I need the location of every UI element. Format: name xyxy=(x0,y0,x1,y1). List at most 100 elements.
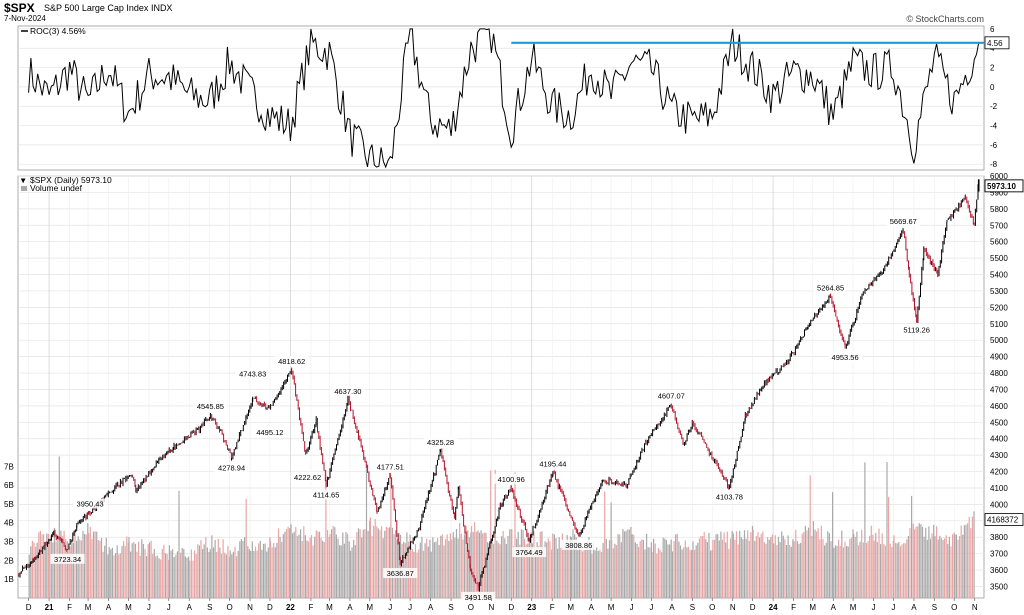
volume-bar xyxy=(205,537,207,598)
volume-bar xyxy=(539,531,541,598)
volume-bar xyxy=(812,521,814,598)
volume-bar xyxy=(181,548,183,598)
roc-y-tick-label: -8 xyxy=(990,160,998,169)
volume-bar xyxy=(91,539,93,598)
price-annotation: 4637.30 xyxy=(334,387,361,396)
volume-bar xyxy=(497,542,499,598)
x-tick-label: N xyxy=(730,603,736,612)
volume-bar xyxy=(377,528,379,598)
volume-bar xyxy=(767,537,769,598)
price-annotation: 3491.58 xyxy=(465,593,492,602)
security-name-text: S&P 500 Large Cap Index xyxy=(44,3,149,13)
volume-bar xyxy=(267,547,269,598)
volume-bar xyxy=(502,530,504,598)
x-tick-label: S xyxy=(448,603,453,612)
volume-bar xyxy=(379,530,381,598)
x-tick-label: D xyxy=(267,603,273,612)
price-annotation: 3723.34 xyxy=(54,555,81,564)
price-legend-marker: ▾ xyxy=(20,175,26,185)
volume-bar xyxy=(273,542,275,598)
volume-bar xyxy=(203,544,205,598)
x-tick-label: N xyxy=(247,603,253,612)
volume-bar xyxy=(318,531,321,598)
volume-bar xyxy=(486,542,489,598)
volume-bar xyxy=(36,542,38,598)
volume-bar xyxy=(847,546,849,598)
volume-bar xyxy=(878,528,880,598)
annotation-bg xyxy=(193,400,228,411)
volume-bar xyxy=(614,543,616,598)
volume-bar xyxy=(774,535,776,598)
volume-bar xyxy=(971,516,973,598)
volume-bar xyxy=(795,529,797,598)
volume-bar xyxy=(779,542,781,598)
volume-bar xyxy=(597,551,599,598)
volume-bar xyxy=(49,542,51,598)
volume-bar xyxy=(94,531,96,598)
volume-bar xyxy=(422,550,425,598)
volume-bar xyxy=(803,532,805,598)
volume-bar xyxy=(475,531,477,598)
volume-bar xyxy=(561,533,563,598)
volume-bar xyxy=(369,517,371,598)
volume-y-tick-label: 2B xyxy=(4,556,14,565)
volume-bar xyxy=(308,541,310,598)
x-tick-label: O xyxy=(226,603,232,612)
volume-bar xyxy=(857,545,860,598)
volume-bar xyxy=(566,535,568,598)
volume-bar xyxy=(781,531,783,598)
price-annotation: 3764.49 xyxy=(516,548,543,557)
volume-bar xyxy=(463,534,466,598)
volume-bar xyxy=(242,540,244,598)
volume-bar xyxy=(934,536,936,598)
volume-bar xyxy=(684,540,686,598)
volume-bar xyxy=(340,545,342,598)
x-tick-label: F xyxy=(550,603,555,612)
volume-bar xyxy=(300,529,302,598)
annotation-bg xyxy=(309,489,344,500)
volume-bar xyxy=(745,538,747,598)
annotation-bg xyxy=(561,539,596,550)
volume-bar xyxy=(622,529,624,598)
volume-bar xyxy=(459,523,461,598)
volume-bar xyxy=(314,536,316,598)
volume-bar xyxy=(740,537,742,598)
volume-bar xyxy=(728,549,730,598)
price-legend-label: $SPX (Daily) 5973.10 xyxy=(30,175,112,185)
volume-bar xyxy=(186,557,188,598)
volume-bar xyxy=(814,529,816,598)
volume-bar xyxy=(636,543,638,598)
x-tick-label: D xyxy=(750,603,756,612)
volume-bar xyxy=(224,552,226,598)
volume-bar xyxy=(292,533,294,598)
x-tick-label: S xyxy=(690,603,695,612)
volume-bar xyxy=(220,553,223,598)
volume-bar xyxy=(188,556,190,598)
roc-series-line xyxy=(28,28,980,169)
volume-bar xyxy=(31,540,33,598)
volume-bar xyxy=(128,537,130,598)
volume-bar xyxy=(236,556,238,598)
volume-bar xyxy=(715,534,717,598)
price-y-tick-label: 4500 xyxy=(990,418,1008,427)
annotation-bg xyxy=(330,385,365,396)
volume-bar xyxy=(389,527,391,598)
x-tick-label: J xyxy=(167,603,171,612)
volume-bar xyxy=(323,542,325,598)
volume-bar xyxy=(511,529,513,598)
price-y-tick-label: 5700 xyxy=(990,221,1008,230)
volume-bar xyxy=(189,560,191,598)
volume-bar xyxy=(937,539,939,598)
roc-y-tick-label: 0 xyxy=(990,83,995,92)
volume-bar xyxy=(729,538,732,598)
volume-bar xyxy=(912,523,914,598)
volume-bar xyxy=(853,533,855,598)
price-annotation: 4953.56 xyxy=(832,353,859,362)
volume-bar xyxy=(865,542,868,598)
volume-bar xyxy=(465,526,467,598)
price-annotation: 4607.07 xyxy=(658,392,685,401)
volume-bar xyxy=(277,528,280,598)
volume-bar xyxy=(901,544,903,598)
volume-bar xyxy=(605,538,607,598)
volume-bar xyxy=(219,547,221,598)
